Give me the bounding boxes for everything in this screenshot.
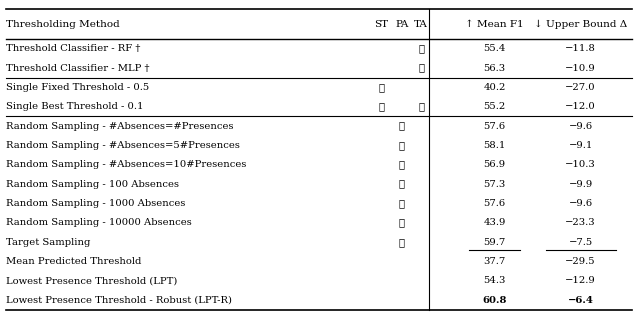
Text: −23.3: −23.3 (565, 218, 596, 227)
Text: Random Sampling - 10000 Absences: Random Sampling - 10000 Absences (6, 218, 192, 227)
Text: Single Fixed Threshold - 0.5: Single Fixed Threshold - 0.5 (6, 83, 150, 92)
Text: 55.4: 55.4 (483, 44, 506, 53)
Text: −6.4: −6.4 (568, 296, 593, 305)
Text: 55.2: 55.2 (483, 102, 506, 111)
Text: −9.6: −9.6 (568, 122, 593, 131)
Text: −11.8: −11.8 (565, 44, 596, 53)
Text: 60.8: 60.8 (483, 296, 507, 305)
Text: Random Sampling - #Absences=5#Presences: Random Sampling - #Absences=5#Presences (6, 141, 240, 150)
Text: Threshold Classifier - RF †: Threshold Classifier - RF † (6, 44, 141, 53)
Text: ↑ Mean F1: ↑ Mean F1 (465, 20, 524, 29)
Text: ✓: ✓ (399, 199, 405, 208)
Text: Target Sampling: Target Sampling (6, 238, 91, 247)
Text: ✓: ✓ (378, 83, 385, 92)
Text: 57.6: 57.6 (483, 122, 506, 131)
Text: Lowest Presence Threshold - Robust (LPT-R): Lowest Presence Threshold - Robust (LPT-… (6, 296, 232, 305)
Text: Random Sampling - 1000 Absences: Random Sampling - 1000 Absences (6, 199, 186, 208)
Text: 37.7: 37.7 (483, 257, 506, 266)
Text: Single Best Threshold - 0.1: Single Best Threshold - 0.1 (6, 102, 144, 111)
Text: 58.1: 58.1 (483, 141, 506, 150)
Text: 57.6: 57.6 (483, 199, 506, 208)
Text: Random Sampling - 100 Absences: Random Sampling - 100 Absences (6, 180, 179, 189)
Text: −12.0: −12.0 (565, 102, 596, 111)
Text: 59.7: 59.7 (483, 238, 506, 247)
Text: Random Sampling - #Absences=#Presences: Random Sampling - #Absences=#Presences (6, 122, 234, 131)
Text: ✓: ✓ (399, 122, 405, 131)
Text: Thresholding Method: Thresholding Method (6, 20, 120, 29)
Text: −27.0: −27.0 (565, 83, 596, 92)
Text: −12.9: −12.9 (565, 276, 596, 285)
Text: 56.3: 56.3 (483, 64, 506, 73)
Text: −9.1: −9.1 (568, 141, 593, 150)
Text: ✓: ✓ (399, 160, 405, 169)
Text: Mean Predicted Threshold: Mean Predicted Threshold (6, 257, 141, 266)
Text: ✓: ✓ (399, 238, 405, 247)
Text: 56.9: 56.9 (483, 160, 506, 169)
Text: ✓: ✓ (418, 64, 424, 73)
Text: −10.9: −10.9 (565, 64, 596, 73)
Text: −10.3: −10.3 (565, 160, 596, 169)
Text: −29.5: −29.5 (565, 257, 596, 266)
Text: ✓: ✓ (418, 44, 424, 53)
Text: −7.5: −7.5 (568, 238, 593, 247)
Text: 43.9: 43.9 (483, 218, 506, 227)
Text: ✓: ✓ (418, 102, 424, 111)
Text: Lowest Presence Threshold (LPT): Lowest Presence Threshold (LPT) (6, 276, 178, 285)
Text: TA: TA (414, 20, 428, 29)
Text: ✓: ✓ (399, 180, 405, 189)
Text: Random Sampling - #Absences=10#Presences: Random Sampling - #Absences=10#Presences (6, 160, 247, 169)
Text: ↓ Upper Bound Δ: ↓ Upper Bound Δ (534, 20, 627, 29)
Text: ST: ST (374, 20, 388, 29)
Text: ✓: ✓ (399, 218, 405, 227)
Text: 54.3: 54.3 (483, 276, 506, 285)
Text: Threshold Classifier - MLP †: Threshold Classifier - MLP † (6, 64, 150, 73)
Text: −9.6: −9.6 (568, 199, 593, 208)
Text: 40.2: 40.2 (483, 83, 506, 92)
Text: ✓: ✓ (378, 102, 385, 111)
Text: −9.9: −9.9 (568, 180, 593, 189)
Text: PA: PA (396, 20, 408, 29)
Text: 57.3: 57.3 (483, 180, 506, 189)
Text: ✓: ✓ (399, 141, 405, 150)
